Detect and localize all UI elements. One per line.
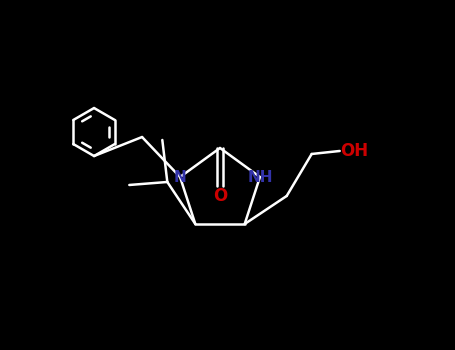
Text: OH: OH xyxy=(341,142,369,160)
Text: N: N xyxy=(174,169,187,184)
Text: O: O xyxy=(213,187,227,205)
Text: NH: NH xyxy=(247,169,273,184)
